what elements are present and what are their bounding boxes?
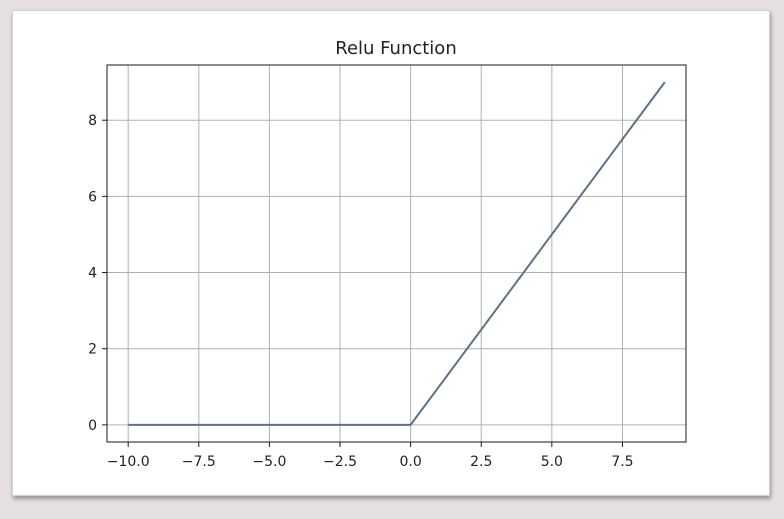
x-axis: −10.0 −7.5 −5.0 −2.5 0.0 2.5 5.0 7.5 — [107, 442, 634, 470]
y-tick-label: 6 — [88, 189, 97, 205]
x-tick-label: 0.0 — [399, 454, 421, 470]
figure-card — [12, 10, 770, 496]
y-tick-label: 0 — [88, 418, 97, 434]
x-tick-label: 5.0 — [541, 454, 563, 470]
chart-title: Relu Function — [335, 38, 456, 59]
x-tick-label: −7.5 — [182, 454, 216, 470]
plot-frame — [106, 64, 687, 443]
grid-lines — [107, 65, 686, 442]
x-tick-label: −2.5 — [323, 454, 357, 470]
y-axis: 0 2 4 6 8 — [88, 113, 107, 434]
x-tick-label: 2.5 — [470, 454, 492, 470]
x-tick-label: 7.5 — [611, 454, 633, 470]
relu-series-line — [128, 81, 666, 426]
y-tick-label: 4 — [88, 266, 97, 282]
y-tick-label: 8 — [88, 113, 97, 129]
y-tick-label: 2 — [88, 342, 97, 358]
x-tick-label: −5.0 — [252, 454, 286, 470]
x-tick-label: −10.0 — [107, 454, 150, 470]
series-layer — [128, 81, 666, 426]
